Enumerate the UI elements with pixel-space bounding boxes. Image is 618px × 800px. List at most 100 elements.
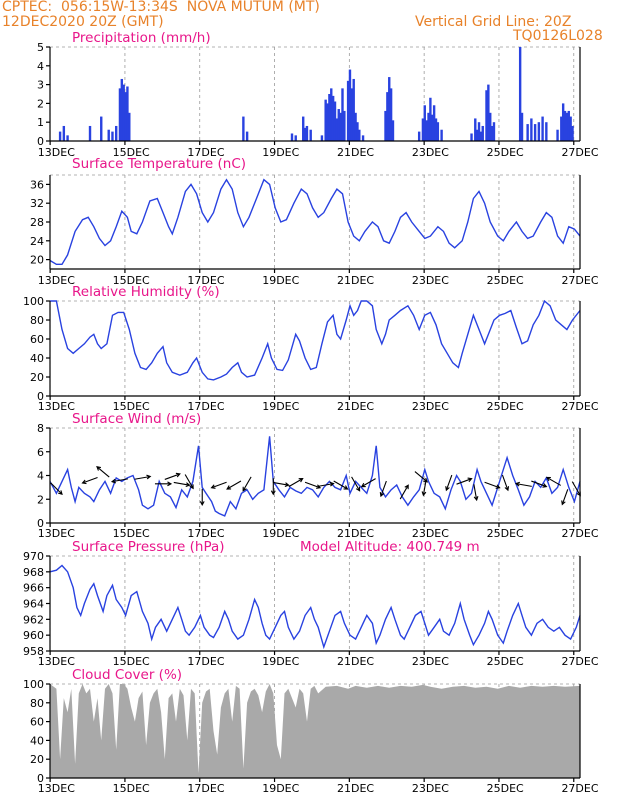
wind-arrow bbox=[304, 481, 322, 489]
x-tick-label: 25DEC bbox=[487, 400, 524, 413]
wind-arrow bbox=[154, 481, 173, 487]
y-tick-label: 962 bbox=[23, 613, 44, 626]
precip-bar bbox=[242, 116, 245, 141]
temp-title: Surface Temperature (nC) bbox=[72, 156, 246, 172]
y-tick-label: 0 bbox=[37, 517, 44, 530]
precip-bar bbox=[100, 116, 103, 141]
wind-arrow bbox=[199, 488, 205, 507]
pressure-line bbox=[49, 564, 581, 650]
x-tick-label: 15DEC bbox=[113, 146, 150, 159]
x-tick-label: 25DEC bbox=[487, 527, 524, 540]
wind-arrow bbox=[173, 481, 191, 488]
x-tick-label: 19DEC bbox=[262, 782, 299, 795]
precip-bar bbox=[567, 110, 570, 141]
x-tick-label: 25DEC bbox=[487, 274, 524, 287]
precip-bar bbox=[303, 127, 307, 141]
precip-bar bbox=[320, 135, 324, 141]
precip-bar bbox=[526, 124, 529, 141]
wind-panel: 0 2 4 6 8 13DEC 15DEC 17DEC 19DEC 21DEC 23DEC 25DEC… bbox=[37, 411, 599, 540]
wind-title: Surface Wind (m/s) bbox=[72, 411, 201, 427]
precip-bar bbox=[386, 92, 389, 141]
y-tick-label: 6 bbox=[37, 446, 44, 459]
precip-bar bbox=[348, 69, 352, 141]
wind-arrow bbox=[333, 480, 349, 490]
precip-bar bbox=[107, 129, 110, 141]
x-tick-label: 17DEC bbox=[187, 527, 224, 540]
y-tick-label: 32 bbox=[30, 197, 44, 210]
precip-bar bbox=[309, 129, 312, 141]
x-tick-label: 13DEC bbox=[38, 400, 75, 413]
x-tick-label: 27DEC bbox=[561, 655, 598, 668]
precip-bar bbox=[485, 90, 488, 141]
wind-arrow bbox=[514, 481, 532, 487]
wind-arrow bbox=[456, 477, 473, 485]
precip-bar bbox=[245, 131, 249, 141]
precip-bar bbox=[530, 118, 533, 141]
y-tick-label: 4 bbox=[37, 60, 44, 73]
x-tick-label: 21DEC bbox=[337, 400, 374, 413]
y-tick-label: 40 bbox=[30, 352, 44, 365]
y-tick-label: 24 bbox=[30, 235, 44, 248]
precip-bar bbox=[326, 103, 329, 141]
wind-arrow bbox=[288, 478, 304, 488]
precip-bar bbox=[477, 122, 481, 141]
header-line2: 12DEC2020 20Z (GMT) bbox=[2, 14, 164, 30]
wind-arrow bbox=[81, 476, 98, 485]
precip-bar bbox=[429, 97, 432, 141]
precip-bar bbox=[341, 88, 344, 141]
precip-bar bbox=[434, 118, 438, 141]
wind-arrow bbox=[110, 478, 128, 484]
header-right2: TQ0126L028 bbox=[513, 28, 603, 44]
x-tick-label: 27DEC bbox=[561, 274, 598, 287]
precip-bar bbox=[339, 112, 342, 141]
cloud-title: Cloud Cover (%) bbox=[72, 667, 182, 683]
y-tick-label: 80 bbox=[30, 314, 44, 327]
x-tick-label: 25DEC bbox=[487, 655, 524, 668]
wind-arrow bbox=[210, 481, 227, 489]
precip-bar bbox=[571, 125, 574, 141]
rh-line bbox=[50, 299, 581, 381]
y-tick-label: 36 bbox=[30, 178, 44, 191]
precip-bar bbox=[474, 118, 477, 141]
x-tick-label: 17DEC bbox=[187, 400, 224, 413]
precip-bar bbox=[388, 77, 391, 141]
wind-arrow bbox=[545, 476, 562, 486]
x-tick-label: 13DEC bbox=[38, 146, 75, 159]
x-tick-label: 17DEC bbox=[187, 146, 224, 159]
precip-bar bbox=[537, 122, 541, 141]
precip-bar bbox=[545, 122, 548, 141]
precip-bar bbox=[302, 116, 305, 141]
x-tick-label: 21DEC bbox=[337, 655, 374, 668]
wind-arrow bbox=[473, 484, 479, 502]
y-tick-label: 970 bbox=[23, 550, 44, 563]
precip-bar bbox=[88, 125, 92, 141]
precip-bar bbox=[489, 112, 492, 141]
precip-bar bbox=[432, 105, 436, 141]
x-tick-label: 17DEC bbox=[187, 655, 224, 668]
x-tick-label: 21DEC bbox=[337, 146, 374, 159]
precip-bar bbox=[354, 112, 357, 141]
x-tick-label: 19DEC bbox=[262, 655, 299, 668]
precip-bar bbox=[124, 92, 127, 141]
wind-arrow bbox=[164, 472, 181, 480]
wind-arrow bbox=[484, 481, 501, 489]
y-tick-label: 20 bbox=[30, 254, 44, 267]
x-tick-label: 23DEC bbox=[412, 782, 449, 795]
wind-arrow bbox=[561, 489, 569, 506]
precip-bar bbox=[337, 109, 340, 141]
x-tick-label: 13DEC bbox=[38, 782, 75, 795]
x-tick-label: 19DEC bbox=[262, 274, 299, 287]
precip-bar bbox=[384, 110, 387, 141]
y-tick-label: 8 bbox=[37, 422, 44, 435]
cloud-panel: 0 20 40 60 80 100 13DEC 15DEC 17DEC 19DEC 21DEC 23D… bbox=[23, 667, 599, 795]
wind-arrow bbox=[134, 474, 152, 480]
precip-bar bbox=[330, 88, 333, 141]
precip-bar bbox=[111, 131, 114, 141]
y-tick-label: 0 bbox=[37, 135, 44, 148]
y-tick-label: 60 bbox=[30, 333, 44, 346]
precip-bar bbox=[361, 135, 365, 141]
precip-bar bbox=[391, 120, 395, 141]
precip-bar bbox=[66, 135, 69, 141]
precip-bar bbox=[305, 125, 309, 141]
